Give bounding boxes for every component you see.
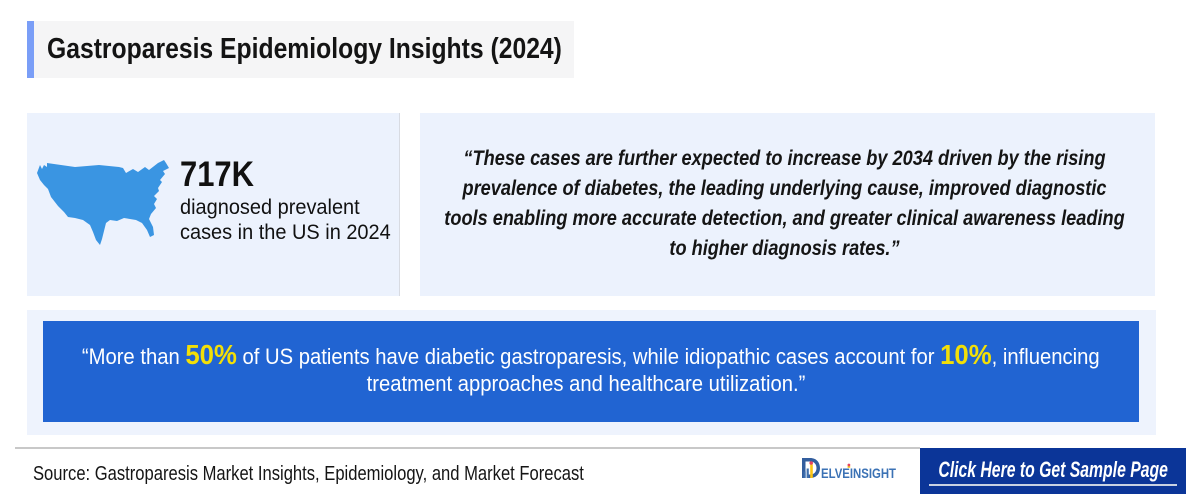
svg-text:ELVEINSIGHT: ELVEINSIGHT [821,466,897,481]
